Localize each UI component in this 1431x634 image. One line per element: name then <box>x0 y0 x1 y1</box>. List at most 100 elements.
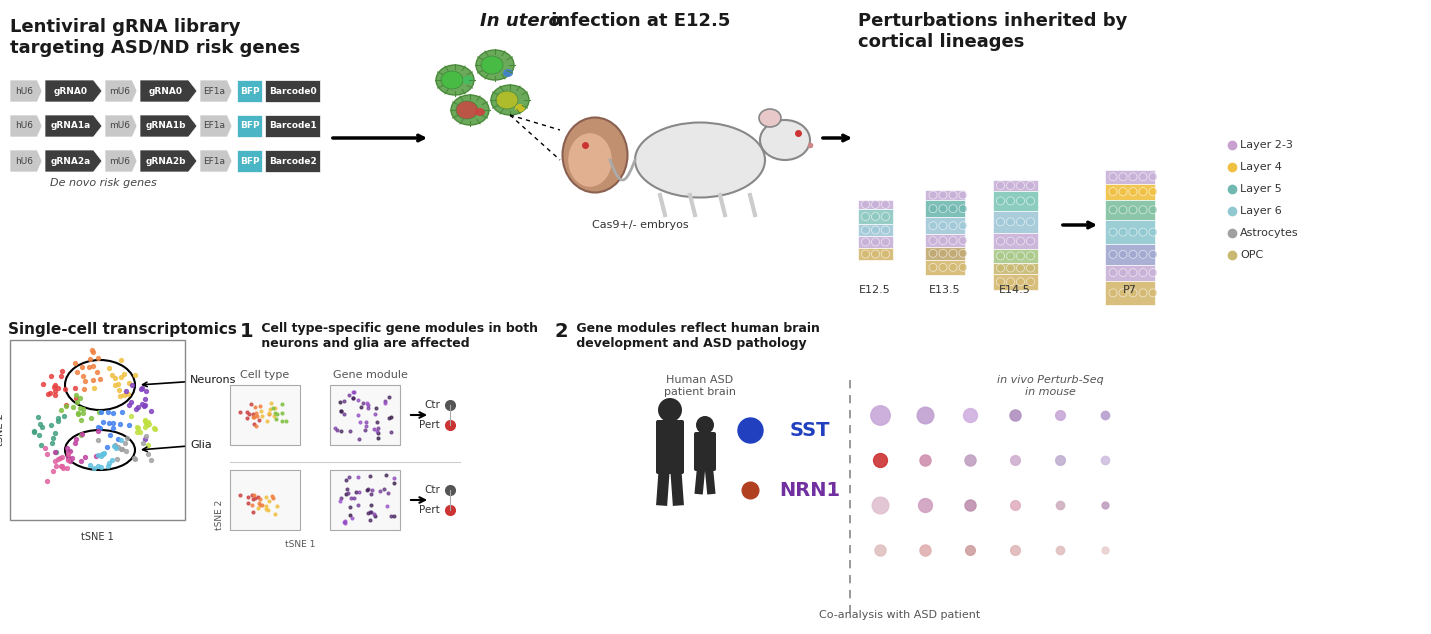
Point <box>356 403 379 413</box>
Circle shape <box>1129 250 1138 259</box>
Point <box>270 399 293 410</box>
Bar <box>10 340 185 520</box>
Text: tSNE 1: tSNE 1 <box>285 540 315 549</box>
Point <box>332 396 355 406</box>
Bar <box>331 470 401 530</box>
Point <box>342 387 365 398</box>
Point <box>135 418 157 429</box>
Point <box>338 390 361 400</box>
Point <box>258 408 280 418</box>
Circle shape <box>1129 269 1138 276</box>
Ellipse shape <box>568 133 612 188</box>
Text: Barcode2: Barcode2 <box>269 157 316 165</box>
Bar <box>331 385 401 445</box>
Point <box>97 363 120 373</box>
Point <box>86 366 109 377</box>
Polygon shape <box>10 115 41 137</box>
Circle shape <box>1109 228 1118 236</box>
Text: Perturbations inherited by
cortical lineages: Perturbations inherited by cortical line… <box>859 12 1128 51</box>
Point <box>136 420 159 430</box>
Circle shape <box>1139 206 1148 214</box>
Point <box>60 453 83 463</box>
Point <box>82 375 104 385</box>
Point <box>245 411 268 421</box>
Text: Layer 4: Layer 4 <box>1241 162 1282 172</box>
Point <box>112 368 135 378</box>
Point <box>329 496 352 507</box>
Point <box>328 397 351 407</box>
Polygon shape <box>44 80 102 102</box>
Circle shape <box>996 181 1005 190</box>
Point <box>66 367 89 377</box>
Point <box>323 424 346 434</box>
Point <box>236 498 259 508</box>
Point <box>356 508 379 519</box>
Circle shape <box>1006 237 1015 245</box>
Point <box>44 428 67 438</box>
Point <box>263 403 286 413</box>
Circle shape <box>1016 237 1025 245</box>
Point <box>82 347 104 358</box>
Point <box>242 507 265 517</box>
Point <box>46 416 69 426</box>
Bar <box>993 210 1037 233</box>
Point <box>255 500 278 510</box>
Circle shape <box>939 205 947 212</box>
Point <box>109 419 132 429</box>
Point <box>44 380 67 391</box>
Point <box>259 404 282 414</box>
Point <box>120 380 143 390</box>
Point <box>249 406 272 416</box>
Point <box>70 362 93 372</box>
Ellipse shape <box>497 91 518 109</box>
FancyBboxPatch shape <box>694 432 716 471</box>
Text: Layer 2-3: Layer 2-3 <box>1241 140 1292 150</box>
Point <box>358 471 381 481</box>
Circle shape <box>996 218 1005 226</box>
Point <box>43 447 66 457</box>
Point <box>97 458 120 468</box>
Circle shape <box>1016 264 1025 272</box>
Bar <box>924 217 964 234</box>
Point <box>255 504 278 514</box>
Point <box>136 449 159 459</box>
Point <box>59 456 82 466</box>
Bar <box>924 234 964 247</box>
Bar <box>1105 170 1155 183</box>
Point <box>47 413 70 423</box>
Ellipse shape <box>475 108 485 116</box>
Point <box>355 421 378 431</box>
Point <box>353 425 376 436</box>
Point <box>130 382 153 392</box>
Text: Neurons: Neurons <box>143 375 236 387</box>
Circle shape <box>871 226 880 234</box>
Point <box>87 406 110 417</box>
Point <box>80 346 103 356</box>
Circle shape <box>881 200 890 209</box>
Point <box>97 461 120 471</box>
Point <box>135 386 157 396</box>
Point <box>44 391 67 401</box>
Bar <box>1105 183 1155 200</box>
Point <box>333 518 356 528</box>
Point <box>361 486 384 496</box>
Text: In utero: In utero <box>479 12 561 30</box>
Point <box>363 511 386 521</box>
Point <box>49 453 72 463</box>
Polygon shape <box>104 80 137 102</box>
Text: gRNA2b: gRNA2b <box>146 157 186 165</box>
Circle shape <box>959 205 967 212</box>
Point <box>89 423 112 433</box>
Point <box>40 420 63 430</box>
Bar <box>857 200 893 209</box>
Bar <box>1105 200 1155 220</box>
Point <box>242 409 265 419</box>
Point <box>365 426 388 436</box>
Point <box>66 397 89 407</box>
Point <box>346 472 369 482</box>
Point <box>69 430 92 440</box>
Point <box>119 411 142 421</box>
Text: OPC: OPC <box>1241 250 1264 260</box>
Point <box>100 455 123 465</box>
Bar <box>993 233 1037 249</box>
